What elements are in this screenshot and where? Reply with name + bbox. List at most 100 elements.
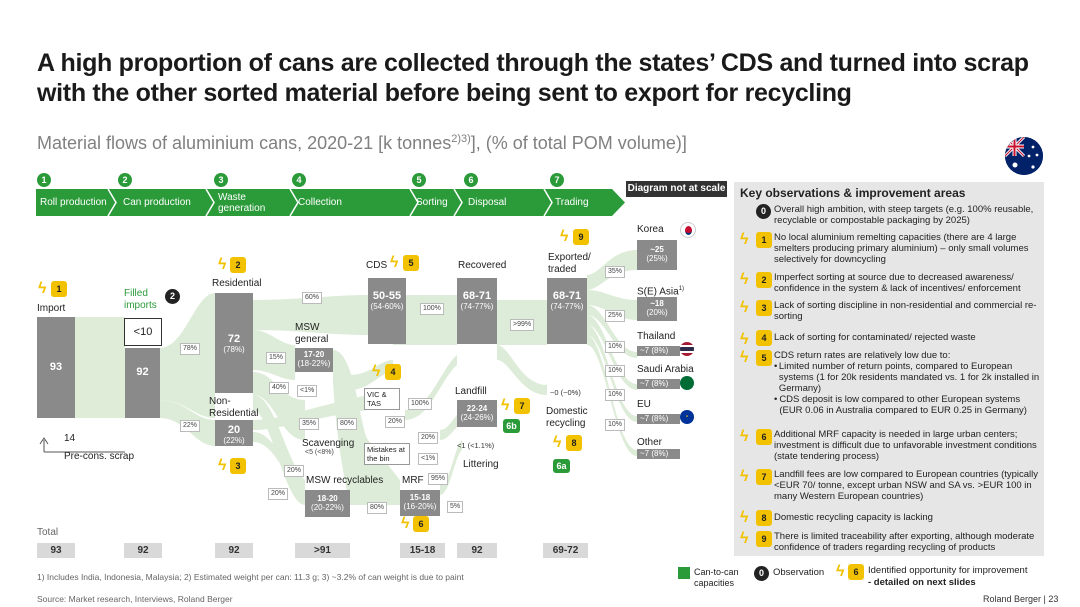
stage-number: 6 bbox=[464, 173, 478, 187]
msw-recyclables-bar: 18-20 (20-22%) bbox=[305, 490, 350, 517]
opportunity-legend-text: Identified opportunity for improvement bbox=[868, 565, 1028, 576]
not-to-scale-badge: Diagram not at scale bbox=[626, 181, 727, 197]
australia-flag-icon bbox=[1005, 137, 1043, 175]
stage-can-production: Can production bbox=[123, 197, 191, 208]
stage-trading: Trading bbox=[555, 197, 589, 208]
observation-text: Imperfect sorting at source due to decre… bbox=[774, 272, 1021, 294]
flow-pct: 78% bbox=[180, 343, 201, 355]
flow-pct: 35% bbox=[605, 266, 626, 278]
non-residential-value: 20 bbox=[227, 424, 241, 436]
lightning-icon: ϟ bbox=[740, 331, 749, 348]
opportunity-marker: 6 bbox=[756, 429, 772, 445]
flow-pct: 10% bbox=[605, 389, 626, 401]
residential-value: 72 bbox=[227, 333, 241, 345]
opportunity-marker: 4 bbox=[385, 364, 401, 380]
stage-sorting: Sorting bbox=[416, 197, 448, 208]
cds-value: 50-55 bbox=[372, 290, 402, 302]
opportunity-marker: 2 bbox=[230, 257, 246, 273]
mrf-pct: (16-20%) bbox=[403, 502, 437, 511]
recovered-value: 68-71 bbox=[462, 290, 492, 302]
residential-bar: 72 (78%) bbox=[215, 293, 253, 393]
lightning-icon: ϟ bbox=[740, 299, 749, 316]
flow-pct: 20% bbox=[284, 465, 305, 477]
subtitle-tail: ], (% of total POM volume)] bbox=[470, 133, 687, 153]
stage-number: 4 bbox=[292, 173, 306, 187]
flow-pct: 22% bbox=[180, 420, 201, 432]
opportunity-marker: 8 bbox=[756, 510, 772, 526]
flow-pct: 25% bbox=[605, 310, 626, 322]
opportunity-marker: 6 bbox=[413, 516, 429, 532]
subtitle-main: Material flows of aluminium cans, 2020-2… bbox=[37, 133, 452, 153]
page-title: A high proportion of cans are collected … bbox=[37, 49, 1029, 107]
lightning-icon: ϟ bbox=[218, 457, 227, 474]
flow-pct: >99% bbox=[510, 319, 535, 331]
recovered-label: Recovered bbox=[458, 260, 507, 271]
opportunity-marker: 3 bbox=[756, 300, 772, 316]
eu-flag-icon: ⋆ bbox=[680, 410, 694, 424]
can-to-can-marker: 6a bbox=[553, 459, 570, 473]
dest-se-asia-value: ~18 bbox=[650, 299, 664, 308]
dest-se-asia-name: S(E) Asia bbox=[637, 286, 679, 298]
landfill-label: Landfill bbox=[455, 386, 487, 397]
opportunity-marker: 3 bbox=[230, 458, 246, 474]
observation-text: Lack of sorting discipline in non-reside… bbox=[774, 300, 1037, 322]
lightning-icon: ϟ bbox=[740, 428, 749, 445]
opportunity-legend-sub: - detailed on next slides bbox=[868, 577, 976, 588]
stage-collection: Collection bbox=[298, 197, 342, 208]
observation-legend-label: Observation bbox=[773, 567, 825, 578]
observation-bullet: Limited number of return points, compare… bbox=[778, 361, 1040, 394]
opportunity-legend-label: Identified opportunity for improvement -… bbox=[868, 565, 1027, 589]
lightning-icon: ϟ bbox=[740, 231, 749, 248]
observation-text: Overall high ambition, with steep target… bbox=[774, 204, 1034, 226]
recovered-pct: (74-77%) bbox=[460, 302, 494, 311]
flow-pct: 20% bbox=[418, 432, 439, 444]
littering-label: Littering bbox=[463, 459, 499, 470]
lightning-icon: ϟ bbox=[740, 509, 749, 526]
pre-cons-label: Pre-cons. scrap bbox=[64, 451, 135, 462]
stage-disposal: Disposal bbox=[468, 197, 507, 208]
non-residential-label: Non-Residential bbox=[209, 396, 259, 419]
stage-number: 3 bbox=[214, 173, 228, 187]
dest-eu-bar: ~7 (8%) bbox=[637, 414, 680, 424]
total-value: >91 bbox=[295, 543, 350, 558]
import-label: Import bbox=[37, 303, 66, 314]
msw-recyclables-label: MSW recyclables bbox=[306, 475, 384, 486]
flow-pct: <1% bbox=[418, 453, 439, 465]
observation-text: CDS return rates are relatively low due … bbox=[774, 350, 951, 361]
dest-eu-label: EU bbox=[637, 399, 651, 410]
opportunity-marker: 5 bbox=[403, 255, 419, 271]
import-value: 93 bbox=[49, 361, 63, 373]
msw-general-pct: (18-22%) bbox=[297, 359, 331, 368]
msw-general-value: 17-20 bbox=[303, 350, 325, 359]
brand-footer: Roland Berger | 23 bbox=[983, 594, 1059, 604]
flow-pct: 10% bbox=[605, 365, 626, 377]
page-number: 23 bbox=[1048, 594, 1059, 604]
observation-item: 0 Overall high ambition, with steep targ… bbox=[740, 204, 1040, 226]
flow-pct: 20% bbox=[385, 416, 406, 428]
saudi-flag-icon bbox=[680, 376, 694, 390]
totals-label: Total bbox=[37, 527, 59, 538]
exported-value: 68-71 bbox=[552, 290, 582, 302]
observation-text: There is limited traceability after expo… bbox=[774, 531, 1035, 553]
lightning-icon: ϟ bbox=[740, 271, 749, 288]
dest-thailand-label: Thailand bbox=[637, 331, 676, 342]
observation-bullet: CDS deposit is low compared to other Eur… bbox=[779, 394, 1027, 416]
dest-other-bar: ~7 (8%) bbox=[637, 449, 680, 459]
filled-imports-box: <10 bbox=[124, 318, 162, 346]
observation-text: Domestic recycling capacity is lacking bbox=[774, 512, 933, 523]
flow-pct: 95% bbox=[428, 473, 449, 485]
landfill-bar: 22-24 (24-26%) bbox=[457, 400, 497, 427]
lightning-icon: ϟ bbox=[372, 363, 381, 380]
opportunity-marker: 4 bbox=[756, 330, 772, 346]
can-value: 92 bbox=[136, 366, 149, 378]
stage-number: 7 bbox=[550, 173, 564, 187]
dest-saudi-label: Saudi Arabia bbox=[637, 364, 694, 375]
dest-se-asia-label: S(E) Asia1) bbox=[637, 283, 684, 298]
cds-label: CDS bbox=[366, 260, 388, 271]
opportunity-marker: 9 bbox=[756, 531, 772, 547]
